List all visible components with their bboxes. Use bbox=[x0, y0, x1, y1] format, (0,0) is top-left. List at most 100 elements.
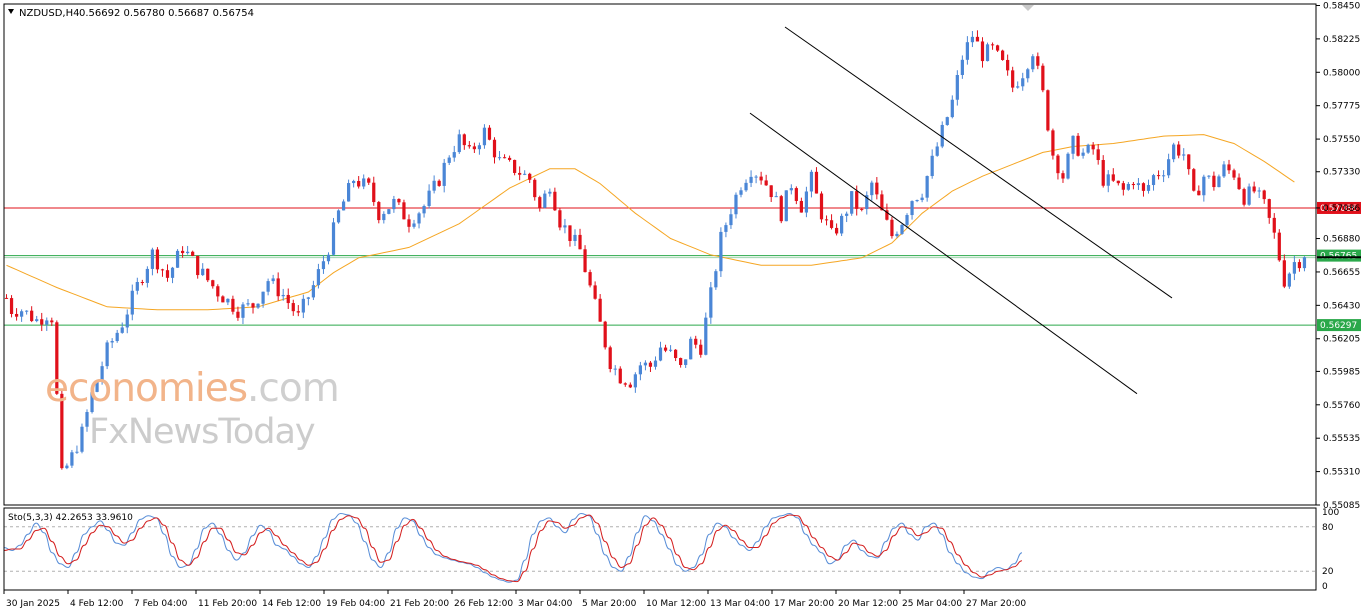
candle-body bbox=[1051, 130, 1055, 156]
y-tick-label: 0.56205 bbox=[1323, 335, 1360, 345]
candle-body bbox=[608, 347, 612, 369]
candle-body bbox=[1086, 144, 1090, 153]
x-tick-label: 7 Feb 04:00 bbox=[134, 599, 188, 609]
candle-body bbox=[965, 42, 970, 60]
candle-body bbox=[568, 225, 572, 242]
x-tick-label: 5 Mar 20:00 bbox=[582, 599, 637, 609]
candle-body bbox=[1146, 185, 1151, 191]
candle-body bbox=[507, 157, 512, 160]
candle-body bbox=[1141, 183, 1146, 191]
candle-body bbox=[739, 190, 743, 195]
candle-body bbox=[769, 185, 773, 198]
candle-body bbox=[1151, 175, 1156, 186]
candle-body bbox=[487, 127, 492, 140]
candle-body bbox=[1292, 262, 1297, 274]
candle-body bbox=[744, 182, 748, 191]
candle-body bbox=[145, 268, 149, 283]
candle-body bbox=[694, 338, 698, 345]
candle-body bbox=[1056, 155, 1060, 174]
candle-body bbox=[367, 178, 371, 183]
candle-body bbox=[945, 117, 949, 125]
stochastic-title: Sto(5,3,3) 42.2653 33.9610 bbox=[8, 513, 133, 523]
candle-body bbox=[372, 182, 376, 203]
candle-body bbox=[502, 157, 507, 159]
candle-body bbox=[855, 191, 859, 209]
candle-body bbox=[447, 157, 451, 163]
candle-body bbox=[789, 188, 793, 191]
dropdown-triangle-icon[interactable] bbox=[8, 9, 14, 14]
candle-body bbox=[387, 209, 391, 214]
candle-body bbox=[724, 225, 728, 232]
candle-body bbox=[653, 360, 658, 367]
candle-body bbox=[1217, 176, 1221, 188]
candle-body bbox=[1207, 175, 1211, 177]
candle-body bbox=[362, 178, 366, 187]
symbol-label: NZDUSD,H4 bbox=[19, 8, 79, 19]
x-tick-label: 10 Mar 12:00 bbox=[646, 599, 706, 609]
candle-body bbox=[130, 290, 134, 315]
candle-body bbox=[271, 278, 275, 282]
candle-body bbox=[920, 197, 924, 201]
candle-body bbox=[819, 193, 824, 220]
candle-body bbox=[196, 255, 200, 276]
candle-body bbox=[14, 313, 19, 317]
candle-body bbox=[593, 285, 597, 299]
y-tick-label: 0.57330 bbox=[1323, 168, 1360, 178]
candle-body bbox=[1111, 174, 1115, 181]
candle-body bbox=[492, 139, 497, 158]
candle-body bbox=[201, 268, 205, 276]
shift-marker-icon[interactable] bbox=[1022, 5, 1034, 11]
ohlc-readout: 0.56692 0.56780 0.56687 0.56754 bbox=[79, 8, 254, 19]
candle-body bbox=[648, 362, 653, 367]
candle-body bbox=[538, 197, 542, 208]
candle-body bbox=[1156, 175, 1161, 177]
candle-body bbox=[150, 249, 155, 269]
candle-body bbox=[1197, 190, 1201, 196]
candle-body bbox=[115, 332, 119, 342]
candle-body bbox=[206, 268, 210, 281]
x-tick-label: 4 Feb 12:00 bbox=[70, 599, 124, 609]
candle-body bbox=[1066, 153, 1070, 179]
candle-body bbox=[1247, 186, 1251, 205]
candle-body bbox=[261, 291, 265, 304]
candle-body bbox=[35, 319, 39, 322]
candle-body bbox=[633, 374, 637, 388]
channel-lower-line[interactable] bbox=[749, 112, 1138, 395]
candle-body bbox=[165, 270, 170, 278]
candle-body bbox=[689, 338, 693, 360]
candle-body bbox=[246, 303, 250, 305]
y-tick-label: 0.55985 bbox=[1323, 367, 1360, 377]
candle-body bbox=[1282, 260, 1286, 287]
level-badge-label: 0.56297 bbox=[1320, 321, 1357, 331]
candle-body bbox=[306, 297, 310, 299]
stochastic-plot-frame bbox=[3, 507, 1317, 591]
candle-body bbox=[1192, 169, 1196, 191]
candle-body bbox=[316, 269, 321, 286]
candle-body bbox=[437, 180, 441, 186]
candle-body bbox=[346, 183, 351, 202]
candle-body bbox=[880, 194, 884, 211]
candle-body bbox=[180, 250, 185, 254]
candle-body bbox=[1116, 180, 1120, 184]
candle-body bbox=[1016, 86, 1020, 88]
candle-body bbox=[709, 287, 713, 318]
candle-body bbox=[850, 191, 854, 214]
candle-body bbox=[251, 303, 255, 308]
x-tick-label: 14 Feb 12:00 bbox=[262, 599, 321, 609]
candle-body bbox=[1061, 173, 1065, 179]
channel-upper-line[interactable] bbox=[784, 26, 1173, 299]
x-tick-label: 11 Feb 20:00 bbox=[198, 599, 257, 609]
candle-body bbox=[663, 347, 668, 351]
candle-body bbox=[55, 322, 59, 394]
stochastic-signal-line bbox=[3, 514, 1023, 583]
candle-body bbox=[75, 451, 79, 453]
candle-body bbox=[598, 298, 602, 322]
candle-body bbox=[548, 191, 552, 194]
candle-body bbox=[357, 180, 361, 187]
candle-body bbox=[623, 383, 627, 385]
candle-body bbox=[140, 282, 144, 284]
candle-body bbox=[915, 200, 919, 202]
candle-body bbox=[301, 298, 305, 313]
y-tick-label: 0.56430 bbox=[1323, 301, 1360, 311]
